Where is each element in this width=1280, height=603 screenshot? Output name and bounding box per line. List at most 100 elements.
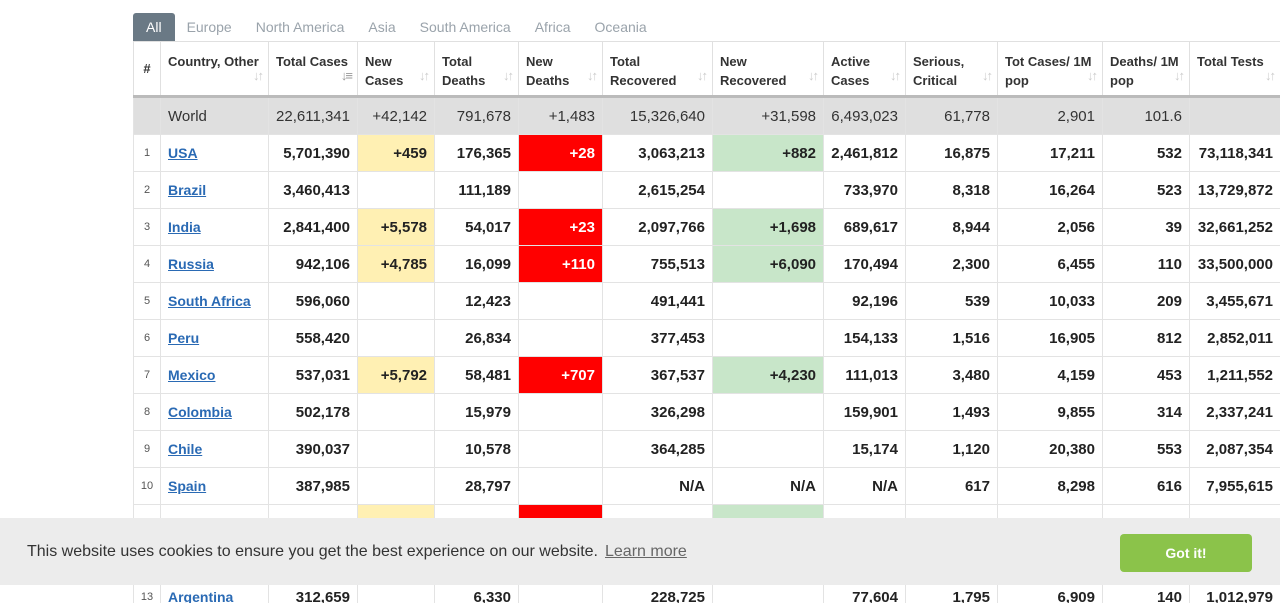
cell-cases-per-m: 4,159 [997,356,1103,394]
country-link[interactable]: Argentina [168,588,234,603]
country-link[interactable]: Russia [168,255,214,272]
cell-tests: 7,955,615 [1189,467,1280,505]
column-header-tests[interactable]: Total Tests ↓↑ [1189,41,1280,98]
cell-cases-per-m: 16,264 [997,171,1103,209]
column-header-label: Total Deaths [442,54,486,88]
sort-icon[interactable]: ↓↑ [587,68,598,83]
cell-total-cases: 390,037 [268,430,358,468]
cell-country: India [160,208,269,246]
column-header-total-cases[interactable]: Total Cases ↓≡ [268,41,358,98]
column-header-total-recovered[interactable]: Total Recovered ↓↑ [602,41,713,98]
cell-deaths-per-m: 616 [1102,467,1190,505]
cell-cases-per-m: 8,298 [997,467,1103,505]
sort-icon[interactable]: ↓↑ [697,68,708,83]
column-header-total-deaths[interactable]: Total Deaths ↓↑ [434,41,519,98]
country-link[interactable]: India [168,218,201,235]
cell-total-deaths: 176,365 [434,134,519,172]
cell-total-recovered: 491,441 [602,282,713,320]
tab-africa[interactable]: Africa [534,19,571,35]
sort-icon[interactable]: ↓↑ [1265,68,1276,83]
cell-cases-per-m: 2,901 [997,96,1103,135]
cell-serious: 1,120 [905,430,998,468]
column-header-label: New Deaths [526,54,570,88]
column-header-label: Deaths/ 1M pop [1110,54,1179,88]
cell-new-deaths [518,171,603,209]
country-link[interactable]: Chile [168,440,203,457]
table-row: 3 India 2,841,400 +5,578 54,017 +23 2,097,766 +… [133,208,1280,246]
column-header-deaths-per-m[interactable]: Deaths/ 1M pop ↓↑ [1102,41,1190,98]
sort-icon[interactable]: ↓↑ [1174,68,1185,83]
cell-active: 159,901 [823,393,906,431]
cell-new-deaths: +707 [518,356,603,394]
got-it-button[interactable]: Got it! [1120,534,1252,572]
cell-new-deaths: +28 [518,134,603,172]
cell-serious: 617 [905,467,998,505]
tab-europe[interactable]: Europe [186,19,232,35]
column-header-label: Total Cases [276,54,349,69]
sort-icon[interactable]: ↓↑ [503,68,514,83]
cell-new-recovered: +31,598 [712,96,824,135]
column-header-country[interactable]: Country, Other ↓↑ [160,41,269,98]
country-link[interactable]: USA [168,144,198,161]
tab-oceania[interactable]: Oceania [594,19,647,35]
cell-total-deaths: 28,797 [434,467,519,505]
cell-new-recovered [712,430,824,468]
tab-south-america[interactable]: South America [419,19,511,35]
country-link[interactable]: Mexico [168,366,216,383]
tab-north-america[interactable]: North America [255,19,345,35]
table-row: 5 South Africa 596,060 12,423 491,441 92,196 5… [133,282,1280,320]
cell-new-cases: +5,792 [357,356,435,394]
column-header-label: Serious, Critical [913,54,965,88]
cell-deaths-per-m: 812 [1102,319,1190,357]
cell-deaths-per-m: 110 [1102,245,1190,283]
column-header-serious[interactable]: Serious, Critical ↓↑ [905,41,998,98]
column-header-idx[interactable]: # [133,41,161,98]
cell-tests: 32,661,252 [1189,208,1280,246]
cell-tests: 2,337,241 [1189,393,1280,431]
cell-idx: 7 [133,356,161,394]
table-header-row: # Country, Other ↓↑ Total Cases ↓≡ New Cases ↓… [133,41,1280,98]
cell-tests: 73,118,341 [1189,134,1280,172]
sort-icon[interactable]: ↓↑ [1087,68,1098,83]
country-link[interactable]: Spain [168,477,207,494]
cell-new-cases: +5,578 [357,208,435,246]
column-header-new-cases[interactable]: New Cases ↓↑ [357,41,435,98]
cell-idx: 3 [133,208,161,246]
table-row: 9 Chile 390,037 10,578 364,285 15,174 1,120 20,… [133,430,1280,468]
column-header-active[interactable]: Active Cases ↓↑ [823,41,906,98]
cell-cases-per-m: 2,056 [997,208,1103,246]
sort-icon[interactable]: ↓↑ [890,68,901,83]
country-link[interactable]: Brazil [168,181,207,198]
column-header-new-recovered[interactable]: New Recovered ↓↑ [712,41,824,98]
cell-total-cases: 387,985 [268,467,358,505]
cell-cases-per-m: 10,033 [997,282,1103,320]
sort-icon[interactable]: ↓↑ [982,68,993,83]
cell-deaths-per-m: 101.6 [1102,96,1190,135]
country-link[interactable]: Colombia [168,403,232,420]
sort-icon[interactable]: ↓↑ [808,68,819,83]
cell-new-deaths [518,430,603,468]
column-header-new-deaths[interactable]: New Deaths ↓↑ [518,41,603,98]
cell-new-recovered: +4,230 [712,356,824,394]
cell-total-deaths: 791,678 [434,96,519,135]
world-row: World 22,611,341 +42,142 791,678 +1,483 15,32… [133,96,1280,135]
cell-idx: 8 [133,393,161,431]
country-link[interactable]: South Africa [168,292,251,309]
cell-total-deaths: 58,481 [434,356,519,394]
cell-total-deaths: 12,423 [434,282,519,320]
tab-all[interactable]: All [133,13,175,41]
country-link[interactable]: Peru [168,329,200,346]
cell-total-recovered: 3,063,213 [602,134,713,172]
sort-icon[interactable]: ↓≡ [340,68,353,83]
tab-asia[interactable]: Asia [368,19,396,35]
cell-country: Russia [160,245,269,283]
cell-idx: 9 [133,430,161,468]
sort-icon[interactable]: ↓↑ [253,68,264,83]
cell-active: 2,461,812 [823,134,906,172]
column-header-cases-per-m[interactable]: Tot Cases/ 1M pop ↓↑ [997,41,1103,98]
cell-total-cases: 22,611,341 [268,96,358,135]
sort-icon[interactable]: ↓↑ [419,68,430,83]
learn-more-link[interactable]: Learn more [605,542,687,560]
cell-serious: 61,778 [905,96,998,135]
table-row: 4 Russia 942,106 +4,785 16,099 +110 755,513 +6,… [133,245,1280,283]
